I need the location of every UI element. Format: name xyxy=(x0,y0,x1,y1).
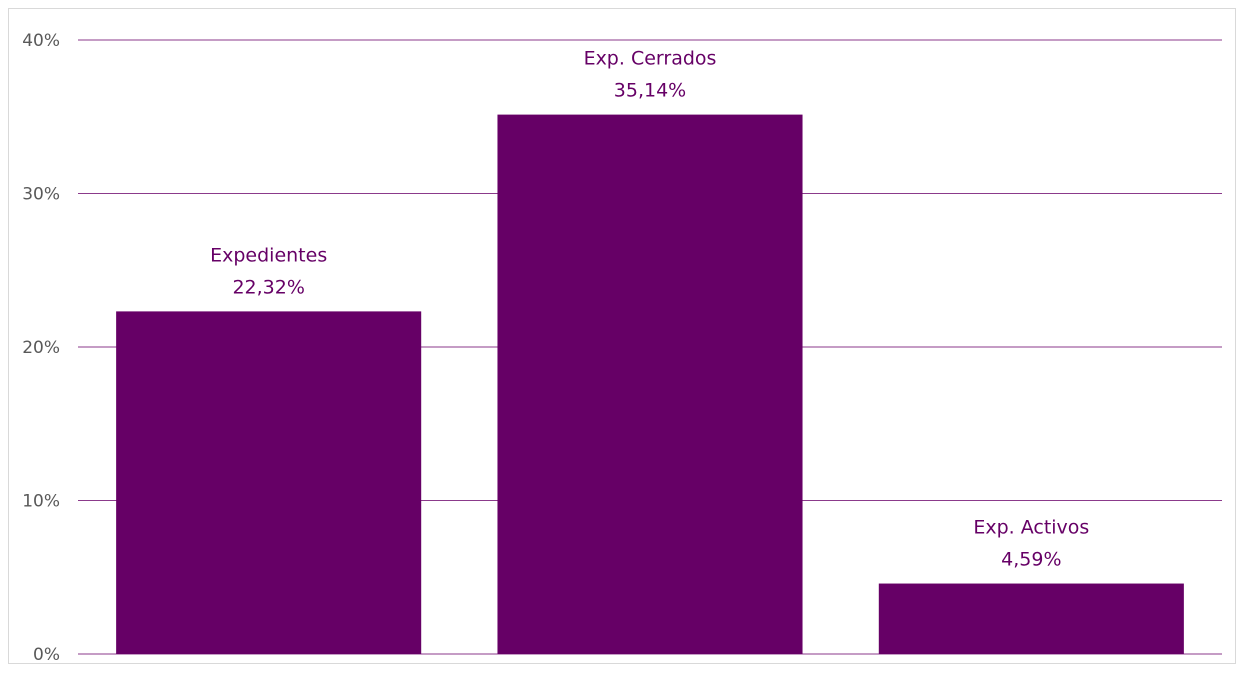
bars xyxy=(116,114,1184,654)
y-tick-label: 30% xyxy=(22,185,60,205)
y-tick-label: 10% xyxy=(22,492,60,512)
bar-category-label: Exp. Activos xyxy=(973,517,1089,539)
data-labels: Expedientes 22,32% Exp. Cerrados 35,14% Exp.… xyxy=(210,48,1089,571)
bar-category-label: Exp. Cerrados xyxy=(584,48,717,70)
bar-value-label: 4,59% xyxy=(1001,549,1061,571)
bar-expedientes xyxy=(116,311,422,654)
bar-value-label: 35,14% xyxy=(614,80,686,102)
bar-exp-cerrados xyxy=(497,114,803,654)
bar-category-label: Expedientes xyxy=(210,244,327,266)
y-tick-label: 40% xyxy=(22,31,60,51)
y-axis: 0% 10% 20% 30% 40% xyxy=(22,31,60,665)
bar-exp-activos xyxy=(878,583,1184,654)
y-tick-label: 20% xyxy=(22,338,60,358)
bar-value-label: 22,32% xyxy=(232,276,304,298)
y-tick-label: 0% xyxy=(33,645,60,665)
